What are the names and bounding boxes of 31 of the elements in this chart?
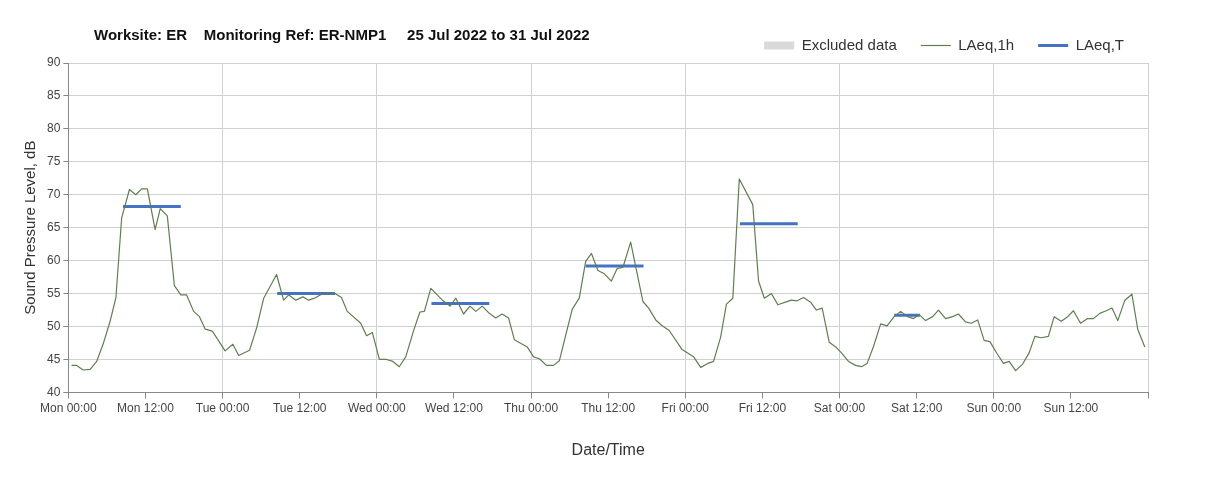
x-tick-label: Mon 00:00	[39, 400, 98, 415]
y-tick-label: 60	[46, 252, 61, 267]
x-tick-label: Tue 00:00	[195, 400, 250, 415]
y-tick-label: 75	[46, 154, 61, 169]
x-tick-label: Thu 12:00	[581, 400, 636, 415]
x-tick-label: Thu 00:00	[504, 400, 559, 415]
y-tick-label: 40	[46, 384, 61, 399]
y-tick-label: 65	[46, 220, 61, 235]
y-tick-label: 45	[46, 351, 61, 366]
y-tick-label: 85	[46, 88, 61, 103]
y-tick-label: 90	[46, 55, 61, 70]
x-tick-label: Sun 12:00	[1043, 400, 1099, 415]
x-tick-label: Sat 00:00	[813, 400, 866, 415]
x-tick-label: Mon 12:00	[117, 400, 175, 415]
legend-label: Excluded data	[801, 35, 898, 53]
legend-label: LAeq,T	[1075, 35, 1125, 53]
y-tick-label: 50	[46, 318, 61, 333]
y-tick-label: 55	[46, 285, 61, 300]
y-tick-label: 70	[46, 187, 61, 202]
x-tick-label: Fri 12:00	[738, 400, 787, 415]
legend-label: LAeq,1h	[958, 35, 1015, 53]
x-tick-label: Fri 00:00	[661, 400, 710, 415]
x-tick-label: Wed 12:00	[425, 400, 484, 415]
x-tick-label: Sun 00:00	[966, 400, 1022, 415]
x-tick-label: Tue 12:00	[272, 400, 327, 415]
x-tick-label: Sat 12:00	[890, 400, 943, 415]
chart-title: Worksite: ER Monitoring Ref: ER-NMP1 25 Jul 2022 to 31 Jul 2022	[94, 26, 590, 43]
x-tick-label: Wed 00:00	[347, 400, 407, 415]
x-axis-title: Date/Time	[571, 440, 645, 458]
y-axis-title: Sound Pressure Level, dB	[21, 140, 39, 315]
y-tick-label: 80	[46, 121, 61, 136]
